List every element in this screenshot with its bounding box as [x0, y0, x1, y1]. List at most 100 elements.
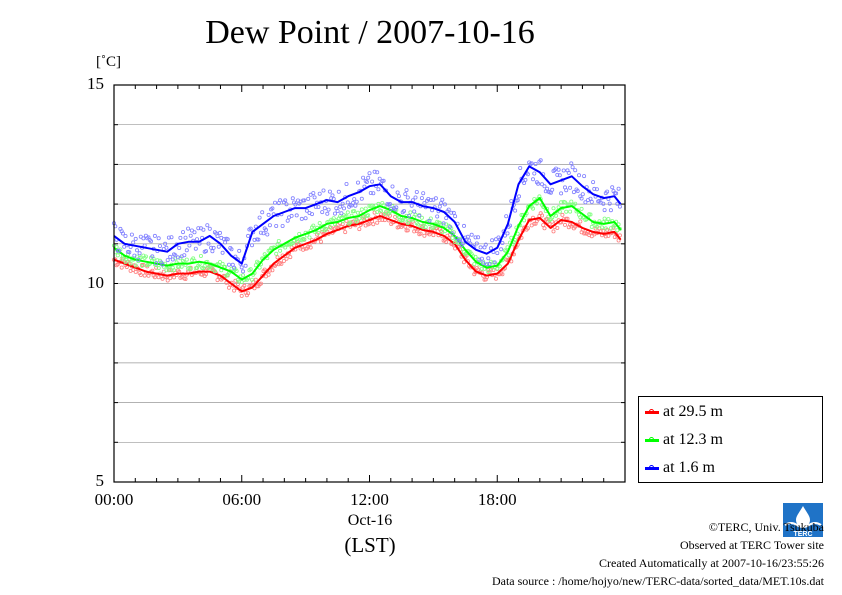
data-point: [396, 224, 401, 229]
data-point: [164, 245, 169, 250]
data-point: [372, 169, 377, 174]
data-point: [253, 263, 258, 268]
data-point: [404, 188, 409, 193]
data-point: [136, 257, 141, 262]
data-point: [170, 257, 175, 262]
data-point: [447, 224, 452, 229]
data-point: [320, 227, 325, 232]
data-point: [617, 204, 622, 209]
data-point: [283, 198, 288, 203]
data-point: [601, 201, 606, 206]
data-point: [168, 254, 173, 259]
data-point: [234, 268, 239, 273]
data-point: [483, 242, 488, 247]
data-point: [396, 194, 401, 199]
data-point: [523, 177, 528, 182]
data-point: [143, 254, 148, 259]
x-axis-label: (LST): [344, 533, 396, 557]
data-point: [163, 241, 168, 246]
data-point: [550, 187, 555, 192]
data-point: [430, 208, 435, 213]
data-point: [486, 270, 491, 275]
data-point: [525, 172, 530, 177]
data-point: [216, 244, 221, 249]
data-point: [592, 186, 597, 191]
data-point: [275, 242, 280, 247]
data-point: [133, 236, 138, 241]
legend-label: at 12.3 m: [663, 431, 723, 448]
data-point: [551, 229, 556, 234]
data-point: [497, 264, 502, 269]
data-point: [602, 216, 607, 221]
data-point: [175, 264, 180, 269]
data-point: [307, 235, 312, 240]
data-point: [476, 235, 481, 240]
data-point: [570, 165, 575, 170]
data-point: [588, 196, 593, 201]
data-source-text: Data source : /home/hojyo/new/TERC-data/…: [491, 574, 824, 588]
data-point: [361, 175, 366, 180]
x-tick-label: 18:00: [477, 490, 517, 509]
data-point: [239, 293, 244, 298]
data-point: [384, 209, 389, 214]
data-point: [138, 272, 143, 277]
data-point: [221, 236, 226, 241]
data-point: [594, 224, 599, 229]
series-2: [112, 158, 622, 274]
data-point: [274, 223, 279, 228]
data-point: [444, 216, 449, 221]
data-point: [472, 262, 477, 267]
data-point: [589, 199, 594, 204]
data-point: [615, 201, 620, 206]
data-point: [340, 222, 345, 227]
chart-title: Dew Point / 2007-10-16: [205, 14, 535, 51]
data-point: [559, 191, 564, 196]
data-point: [377, 176, 382, 181]
data-point: [166, 235, 171, 240]
data-point: [339, 211, 344, 216]
data-point: [134, 248, 139, 253]
data-point: [378, 208, 383, 213]
data-point: [367, 171, 372, 176]
data-point: [294, 213, 299, 218]
data-point: [372, 210, 377, 215]
data-point: [403, 192, 408, 197]
data-point: [542, 226, 547, 231]
data-point: [441, 222, 446, 227]
data-point: [359, 196, 364, 201]
data-point: [578, 219, 583, 224]
data-point: [316, 204, 321, 209]
data-point: [288, 255, 293, 260]
data-point: [422, 201, 427, 206]
data-point: [237, 279, 242, 284]
data-point: [412, 209, 417, 214]
data-point: [405, 228, 410, 233]
data-point: [431, 225, 436, 230]
data-point: [603, 226, 608, 231]
data-point: [560, 212, 565, 217]
svg-text:TERC: TERC: [793, 531, 812, 537]
data-point: [331, 216, 336, 221]
data-point: [308, 245, 313, 250]
data-point: [141, 236, 146, 241]
data-point: [157, 243, 162, 248]
data-point: [366, 175, 371, 180]
data-point: [169, 235, 174, 240]
data-point: [551, 206, 556, 211]
data-point: [536, 181, 541, 186]
chart-legend: at 29.5 m at 12.3 m at 1.6 m: [638, 396, 823, 483]
data-point: [479, 256, 484, 261]
data-point: [357, 227, 362, 232]
legend-label: at 29.5 m: [663, 403, 723, 420]
data-point: [389, 206, 394, 211]
data-point: [266, 212, 271, 217]
data-point: [413, 212, 418, 217]
data-point: [438, 201, 443, 206]
data-point: [207, 226, 212, 231]
data-point: [366, 213, 371, 218]
data-point: [309, 212, 314, 217]
data-point: [606, 233, 611, 238]
data-point: [368, 190, 373, 195]
data-point: [450, 231, 455, 236]
data-point: [541, 223, 546, 228]
